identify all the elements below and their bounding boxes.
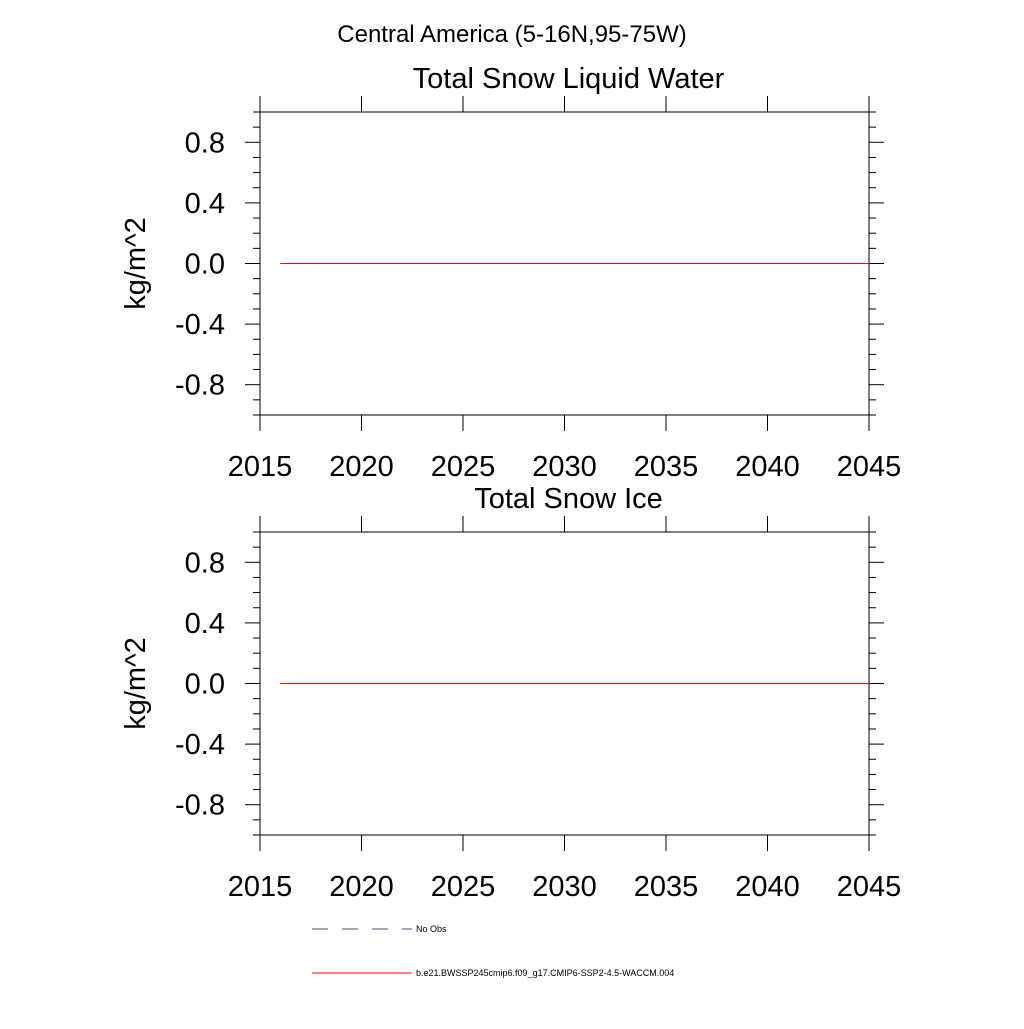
legend-entry-1: No Obs xyxy=(312,924,447,934)
y-tick-label: 0.0 xyxy=(185,249,225,281)
y-tick-label: -0.8 xyxy=(175,370,225,402)
chart-panel-1: Total Snow Liquid Water 2015 2020 2025 2030 2… xyxy=(120,63,901,483)
legend-entry-2: b.e21.BWSSP245cmip6.f09_g17.CMIP6-SSP2-4… xyxy=(312,968,674,978)
x-tick-label: 2045 xyxy=(837,451,902,483)
y-tick-label: -0.4 xyxy=(175,309,225,341)
y-axis-label: kg/m^2 xyxy=(120,217,152,310)
x-tick-label: 2025 xyxy=(431,871,496,903)
x-tick-label: 2040 xyxy=(735,871,800,903)
legend: No Obs b.e21.BWSSP245cmip6.f09_g17.CMIP6-… xyxy=(312,924,674,978)
x-tick-label: 2030 xyxy=(532,871,597,903)
panel-title: Total Snow Ice xyxy=(474,483,663,515)
y-tick-label: 0.8 xyxy=(185,127,225,159)
x-tick-label: 2020 xyxy=(329,451,394,483)
x-tick-label: 2015 xyxy=(228,451,293,483)
x-tick-label: 2020 xyxy=(329,871,394,903)
legend-label: No Obs xyxy=(416,924,447,934)
y-axis-label: kg/m^2 xyxy=(120,637,152,730)
y-tick-label: 0.4 xyxy=(185,608,225,640)
x-tick-label: 2045 xyxy=(837,871,902,903)
legend-label: b.e21.BWSSP245cmip6.f09_g17.CMIP6-SSP2-4… xyxy=(416,968,674,978)
panel-title: Total Snow Liquid Water xyxy=(413,63,725,95)
figure-title: Central America (5-16N,95-75W) xyxy=(337,21,686,48)
y-tick-label: 0.8 xyxy=(185,547,225,579)
x-tick-label: 2025 xyxy=(431,451,496,483)
y-tick-label: -0.8 xyxy=(175,790,225,822)
x-tick-label: 2030 xyxy=(532,451,597,483)
x-tick-label: 2015 xyxy=(228,871,293,903)
y-tick-label: 0.4 xyxy=(185,188,225,220)
y-tick-label: 0.0 xyxy=(185,669,225,701)
y-tick-label: -0.4 xyxy=(175,729,225,761)
x-tick-label: 2035 xyxy=(634,871,699,903)
x-tick-label: 2035 xyxy=(634,451,699,483)
x-tick-label: 2040 xyxy=(735,451,800,483)
chart-panel-2: Total Snow Ice 2015 2020 2025 2030 2035 2040 20… xyxy=(120,483,901,903)
